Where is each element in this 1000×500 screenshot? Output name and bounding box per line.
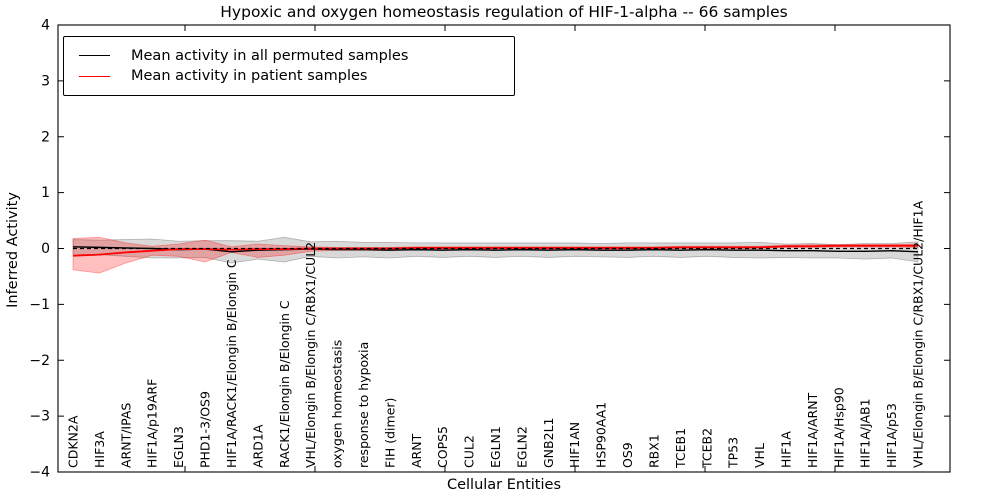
x-category-label: oxygen homeostasis xyxy=(330,340,345,468)
legend-entry-permuted: Mean activity in all permuted samples xyxy=(79,47,514,64)
x-category-label: HIF1A/p19ARF xyxy=(145,379,160,468)
x-category-label: HIF3A xyxy=(92,431,107,468)
y-axis-title: Inferred Activity xyxy=(5,192,21,308)
y-tick-label: 1 xyxy=(41,185,50,201)
x-category-label: RACK1/Elongin B/Elongin C xyxy=(277,300,292,468)
x-category-label: HIF1A/ARNT xyxy=(805,392,820,468)
legend-label-patient: Mean activity in patient samples xyxy=(131,68,368,84)
x-category-label: GNB2L1 xyxy=(541,418,556,468)
x-category-label: TCEB2 xyxy=(699,428,714,469)
x-category-label: CUL2 xyxy=(462,435,477,468)
legend-line-swatch-patient xyxy=(79,75,110,77)
y-tick-label: −1 xyxy=(29,297,50,313)
x-category-label: TP53 xyxy=(726,437,741,469)
x-category-label: HIF1A/p53 xyxy=(884,403,899,468)
x-category-label: VHL/Elongin B/Elongin C/RBX1/CUL2/HIF1A xyxy=(911,200,926,468)
x-category-label: FIH (dimer) xyxy=(382,398,397,468)
x-category-label: ARNT xyxy=(409,433,424,468)
x-category-label: EGLN1 xyxy=(488,426,503,468)
x-axis-title: Cellular Entities xyxy=(446,477,562,493)
x-category-label: HIF1A xyxy=(778,431,793,468)
x-category-label: ARNT/IPAS xyxy=(118,403,133,468)
legend-line-swatch-permuted xyxy=(79,55,110,57)
x-category-label: HSP90AA1 xyxy=(594,402,609,468)
x-category-label: HIF1A/JAB1 xyxy=(858,398,873,468)
x-category-label: EGLN3 xyxy=(171,426,186,468)
y-tick-label: −3 xyxy=(29,409,50,425)
x-category-label: HIF1A/Hsp90 xyxy=(831,387,846,468)
x-category-label: TCEB1 xyxy=(673,428,688,469)
x-category-label: PHD1-3/OS9 xyxy=(198,391,213,468)
x-category-label: response to hypoxia xyxy=(356,342,371,468)
y-tick-label: 3 xyxy=(41,73,50,89)
x-category-label: EGLN2 xyxy=(514,426,529,468)
x-category-label: ARD1A xyxy=(250,424,265,468)
legend: Mean activity in all permuted samples Me… xyxy=(63,36,515,96)
y-tick-label: 4 xyxy=(41,18,50,34)
x-category-label: HIF1AN xyxy=(567,422,582,468)
x-category-label: COPS5 xyxy=(435,426,450,468)
legend-label-permuted: Mean activity in all permuted samples xyxy=(131,47,409,64)
x-category-label: VHL xyxy=(752,443,767,468)
legend-entry-patient: Mean activity in patient samples xyxy=(79,69,514,84)
x-category-label: RBX1 xyxy=(646,434,661,468)
x-category-label: HIF1A/RACK1/Elongin B/Elongin C xyxy=(224,259,239,468)
x-category-label: OS9 xyxy=(620,442,635,468)
y-tick-label: −2 xyxy=(29,353,50,369)
x-category-label: CDKN2A xyxy=(66,415,81,468)
chart-title: Hypoxic and oxygen homeostasis regulatio… xyxy=(220,3,788,21)
y-tick-label: 2 xyxy=(41,129,50,145)
x-category-label: VHL/Elongin B/Elongin C/RBX1/CUL2 xyxy=(303,242,318,468)
y-tick-label: 0 xyxy=(41,241,50,257)
y-tick-label: −4 xyxy=(29,465,50,481)
